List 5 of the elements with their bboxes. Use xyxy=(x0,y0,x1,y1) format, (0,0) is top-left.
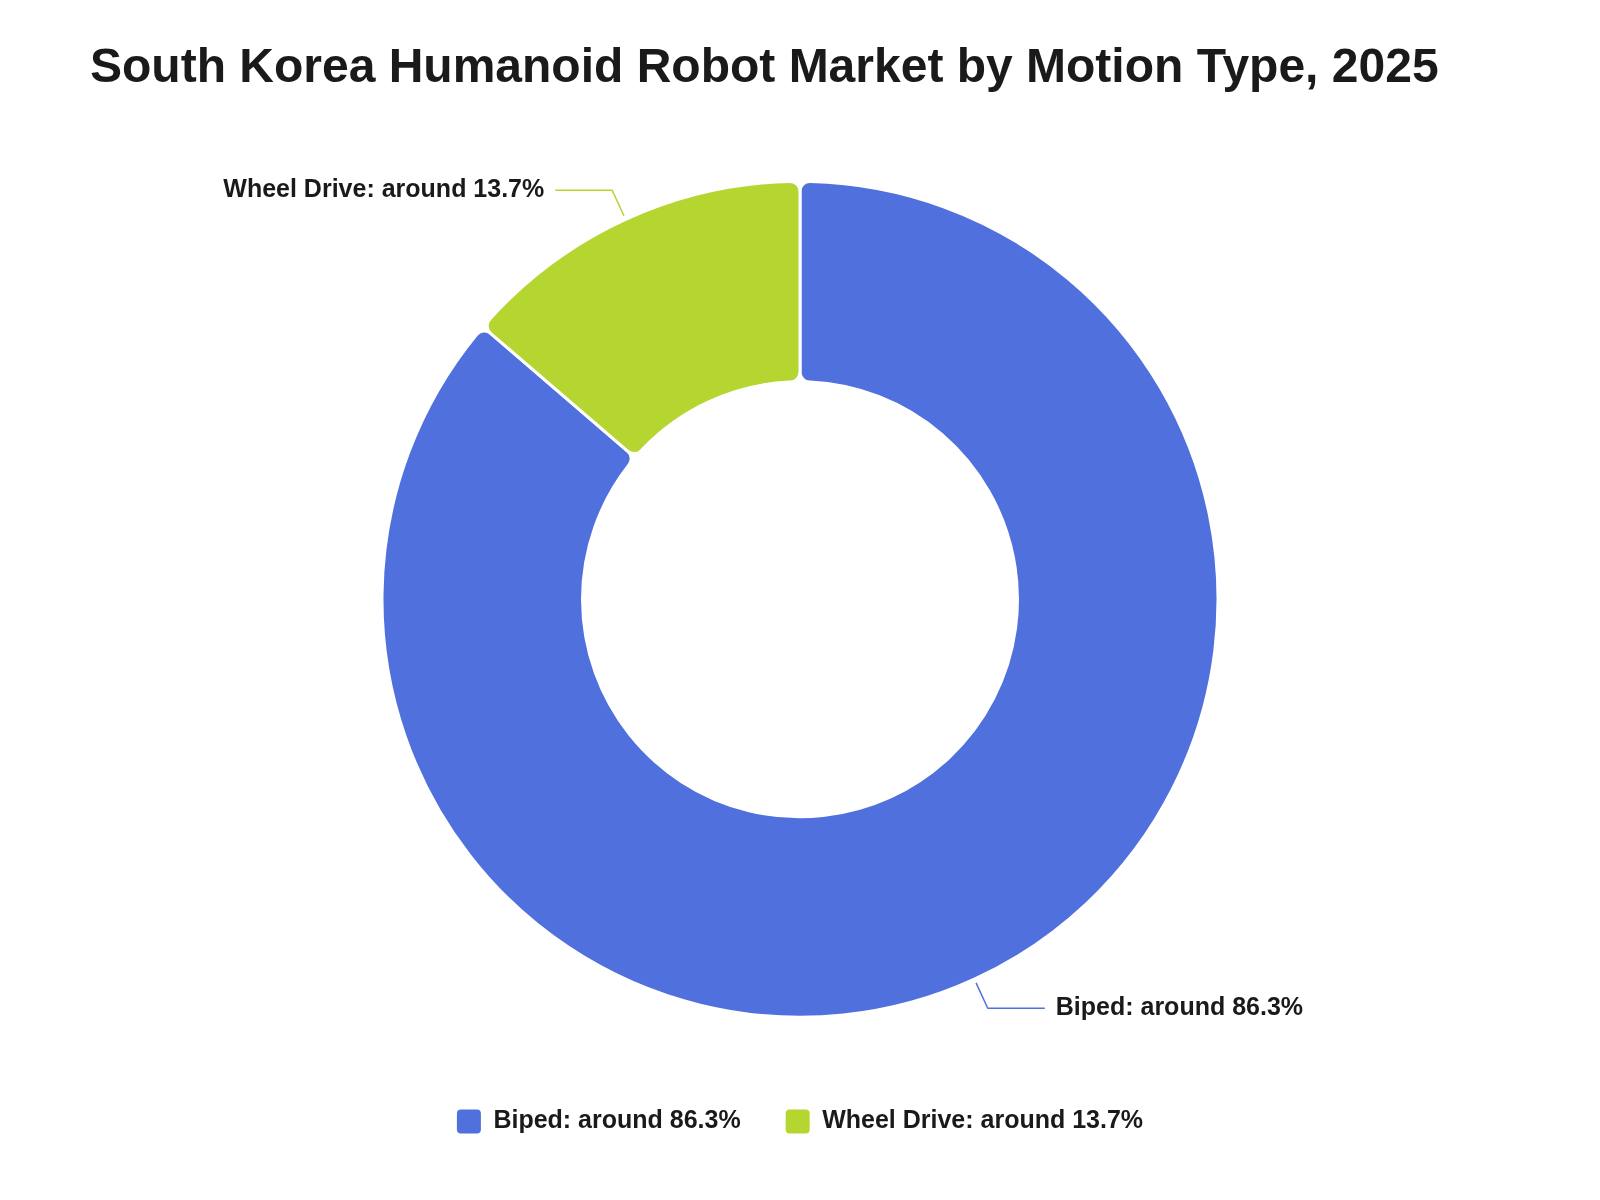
chart-title: South Korea Humanoid Robot Market by Motion Type, 2025 xyxy=(90,39,1439,93)
slice-label: Biped: around 86.3% xyxy=(1055,992,1304,1021)
legend-label: Wheel Drive: around 13.7% xyxy=(822,1105,1144,1134)
slice-label: Wheel Drive: around 13.7% xyxy=(223,174,545,203)
legend-label: Biped: around 86.3% xyxy=(493,1105,741,1134)
